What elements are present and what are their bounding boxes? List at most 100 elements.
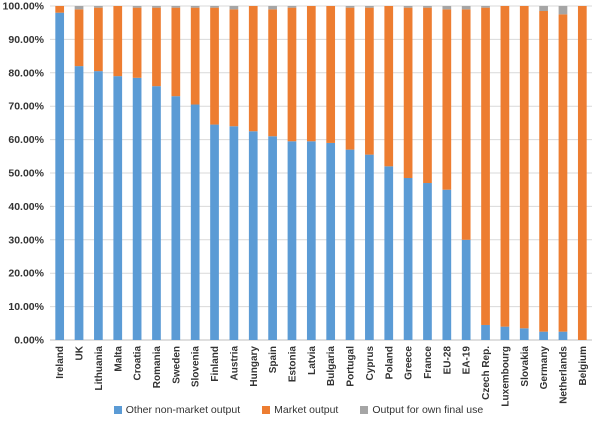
bar-segment xyxy=(461,6,471,10)
bar-segment xyxy=(248,6,258,132)
x-tick-label: France xyxy=(423,346,434,379)
bar-segment xyxy=(423,183,432,340)
bar-segment xyxy=(287,7,297,142)
x-tick-label: Finland xyxy=(210,346,221,382)
x-tick-label: Greece xyxy=(404,346,415,380)
bar-segment xyxy=(442,6,452,10)
legend-item-own-final-use: Output for own final use xyxy=(360,404,483,416)
x-tick-label: Hungary xyxy=(249,346,260,387)
x-tick-label: Slovakia xyxy=(520,346,531,387)
bar-segment xyxy=(94,6,103,8)
bar-segment xyxy=(171,96,181,341)
bar-segment xyxy=(74,9,84,67)
bar-segment xyxy=(500,326,510,340)
y-tick-label: 0.00% xyxy=(14,335,44,347)
bar-segment xyxy=(423,6,432,8)
bar-segment xyxy=(500,6,510,327)
bar-segment xyxy=(210,124,219,340)
bar-segment xyxy=(558,14,568,332)
y-tick-label: 80.00% xyxy=(8,67,44,79)
bar-segment xyxy=(74,66,84,341)
bar-segment xyxy=(345,6,355,8)
bar-segment xyxy=(190,6,200,8)
legend-label: Output for own final use xyxy=(372,404,484,416)
bar-segment xyxy=(94,7,103,72)
legend-label: Other non-market output xyxy=(125,404,241,416)
bar-segment xyxy=(152,7,161,87)
x-tick-label: UK xyxy=(75,345,86,360)
y-tick-label: 20.00% xyxy=(8,268,44,280)
y-tick-label: 10.00% xyxy=(8,301,44,313)
y-tick-label: 30.00% xyxy=(8,234,44,246)
bar-segment xyxy=(558,6,568,15)
bar-segment xyxy=(539,331,548,340)
x-tick-label: Estonia xyxy=(287,346,298,383)
bar-segment xyxy=(365,154,374,340)
bar-segment xyxy=(210,6,219,8)
bar-segment xyxy=(326,6,336,143)
bar-segment xyxy=(268,136,277,340)
x-tick-label: EU-28 xyxy=(442,346,453,375)
chart-legend: Other non-market output Market output Ou… xyxy=(0,404,597,416)
bar-segment xyxy=(442,9,452,190)
bar-segment xyxy=(481,7,490,325)
bar-segment xyxy=(384,166,394,340)
legend-swatch xyxy=(262,406,271,414)
bar-segment xyxy=(229,9,239,127)
x-tick-label: EA-19 xyxy=(462,346,473,375)
legend-swatch xyxy=(360,406,369,414)
bar-segment xyxy=(384,6,394,167)
bar-segment xyxy=(94,71,103,340)
bar-segment xyxy=(481,6,490,8)
y-tick-label: 100.00% xyxy=(3,1,45,13)
bar-segment xyxy=(423,7,432,184)
bar-segment xyxy=(268,6,277,10)
x-tick-label: Portugal xyxy=(346,346,357,387)
y-tick-label: 70.00% xyxy=(8,101,44,113)
bar-segment xyxy=(539,11,548,332)
bar-segment xyxy=(403,6,413,8)
bar-segment xyxy=(326,142,336,340)
x-tick-label: Croatia xyxy=(133,346,144,381)
legend-item-market-output: Market output xyxy=(262,404,338,416)
y-tick-label: 50.00% xyxy=(8,168,44,180)
x-tick-label: Bulgaria xyxy=(326,346,337,386)
y-tick-label: 60.00% xyxy=(8,134,44,146)
bar-segment xyxy=(403,7,413,179)
bar-segment xyxy=(519,6,529,329)
bar-segment xyxy=(229,6,239,10)
x-tick-label: Czech Rep. xyxy=(481,346,492,400)
y-tick-label: 90.00% xyxy=(8,34,44,46)
x-tick-label: Cyprus xyxy=(365,346,376,381)
x-tick-label: Latvia xyxy=(307,346,318,375)
x-tick-label: Romania xyxy=(152,346,163,389)
bar-segment xyxy=(306,141,316,340)
bar-segment xyxy=(287,141,297,340)
bar-segment xyxy=(287,6,297,8)
x-tick-label: Luxembourg xyxy=(500,346,511,407)
x-tick-label: Poland xyxy=(384,346,395,379)
bar-segment xyxy=(74,6,84,10)
legend-label: Market output xyxy=(274,404,339,416)
bar-segment xyxy=(345,149,355,340)
bar-segment xyxy=(113,6,123,77)
bar-segment xyxy=(461,239,471,340)
bar-segment xyxy=(55,12,65,341)
x-tick-label: Belgium xyxy=(578,346,589,386)
bar-segment xyxy=(132,7,142,78)
bar-segment xyxy=(229,126,239,341)
legend-item-other-non-market: Other non-market output xyxy=(113,404,241,416)
bar-segment xyxy=(519,328,529,340)
bar-segment xyxy=(558,331,568,340)
bar-segment xyxy=(365,7,374,155)
x-tick-label: Austria xyxy=(229,346,240,381)
bar-segment xyxy=(152,86,161,340)
x-tick-label: Sweden xyxy=(171,346,182,384)
bar-segment xyxy=(577,6,587,340)
bar-segment xyxy=(55,6,65,13)
bar-segment xyxy=(113,76,123,340)
bar-segment xyxy=(152,6,161,8)
x-tick-label: Netherlands xyxy=(558,346,569,404)
bar-segment xyxy=(345,7,355,150)
